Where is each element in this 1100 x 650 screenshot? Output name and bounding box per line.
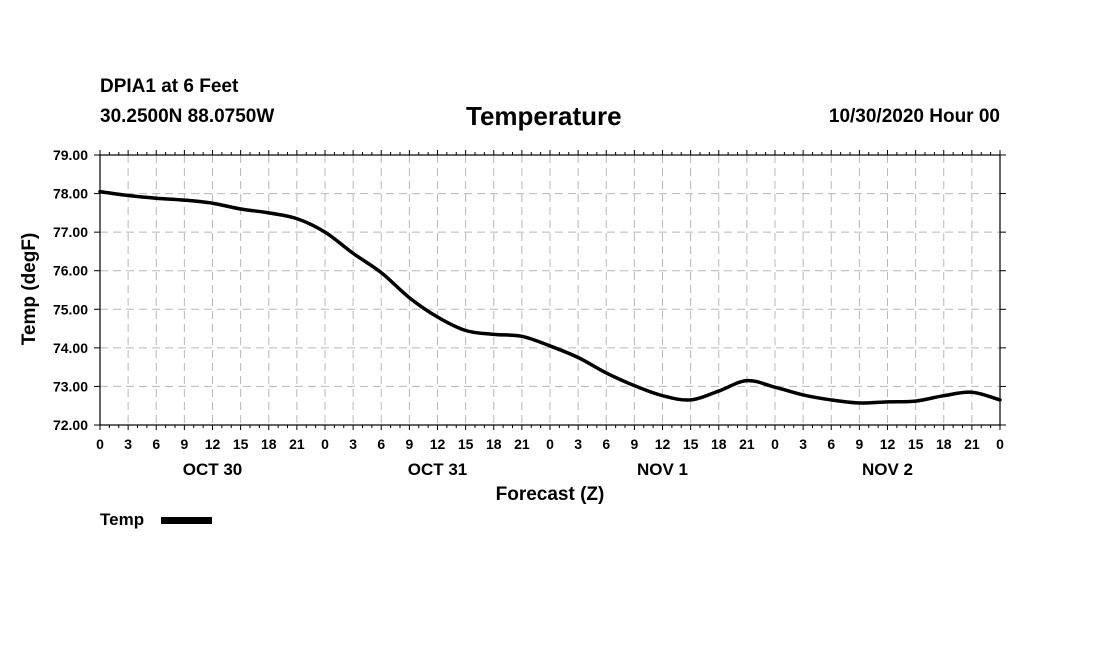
x-tick-label: 0: [771, 436, 779, 452]
day-label: NOV 1: [637, 460, 688, 479]
x-tick-label: 3: [799, 436, 807, 452]
day-labels: OCT 30 OCT 31 NOV 1 NOV 2: [183, 460, 913, 479]
x-tick-labels: 0 3 6 9 12 15 18 21 0 3 6 9 12 15 18 21 0 3 6 9 12 15 18 21 0 3 6 9…: [96, 436, 1004, 452]
x-axis-title: Forecast (Z): [496, 484, 605, 505]
x-tick-label: 15: [908, 436, 924, 452]
x-tick-label: 12: [430, 436, 446, 452]
day-label: OCT 30: [183, 460, 243, 479]
x-tick-label: 18: [936, 436, 952, 452]
x-tick-label: 6: [377, 436, 385, 452]
y-tick-label: 76.00: [53, 263, 88, 279]
x-tick-label: 9: [855, 436, 863, 452]
temp-series-line: [98, 189, 1002, 405]
x-tick-label: 21: [289, 436, 305, 452]
x-tick-label: 0: [321, 436, 329, 452]
x-tick-label: 18: [261, 436, 277, 452]
x-tick-label: 0: [546, 436, 554, 452]
day-label: OCT 31: [408, 460, 468, 479]
x-tick-label: 15: [233, 436, 249, 452]
station-title: DPIA1 at 6 Feet: [100, 76, 239, 97]
x-tick-label: 0: [996, 436, 1004, 452]
x-tick-label: 9: [405, 436, 413, 452]
x-tick-label: 18: [486, 436, 502, 452]
legend-swatch: [161, 517, 212, 524]
chart-title: Temperature: [466, 101, 622, 131]
y-tick-label: 75.00: [53, 301, 88, 317]
x-tick-label: 3: [574, 436, 582, 452]
station-coordinates: 30.2500N 88.0750W: [100, 106, 275, 127]
x-tick-label: 6: [602, 436, 610, 452]
y-tick-label: 78.00: [53, 186, 88, 202]
x-tick-label: 3: [124, 436, 132, 452]
x-tick-label: 9: [180, 436, 188, 452]
y-tick-labels: 72.00 73.00 74.00 75.00 76.00 77.00 78.00 79.00: [53, 147, 88, 433]
x-tick-label: 21: [514, 436, 530, 452]
y-tick-label: 73.00: [53, 378, 88, 394]
y-tick-label: 77.00: [53, 224, 88, 240]
x-tick-label: 12: [655, 436, 671, 452]
axis-ticks: [94, 150, 1006, 430]
y-tick-label: 79.00: [53, 147, 88, 163]
x-tick-label: 15: [683, 436, 699, 452]
x-tick-label: 18: [711, 436, 727, 452]
x-tick-label: 21: [964, 436, 980, 452]
y-tick-label: 74.00: [53, 340, 88, 356]
grid-lines: [100, 155, 1000, 425]
x-tick-label: 3: [349, 436, 357, 452]
forecast-datetime: 10/30/2020 Hour 00: [828, 106, 1000, 127]
x-tick-label: 12: [880, 436, 896, 452]
x-tick-label: 21: [739, 436, 755, 452]
x-tick-label: 12: [205, 436, 221, 452]
x-tick-label: 15: [458, 436, 474, 452]
day-label: NOV 2: [862, 460, 913, 479]
x-tick-label: 9: [630, 436, 638, 452]
y-axis-title: Temp (degF): [19, 233, 40, 346]
x-tick-label: 6: [152, 436, 160, 452]
y-tick-label: 72.00: [53, 417, 88, 433]
x-tick-label: 6: [827, 436, 835, 452]
legend-label: Temp: [100, 510, 144, 529]
x-tick-label: 0: [96, 436, 104, 452]
